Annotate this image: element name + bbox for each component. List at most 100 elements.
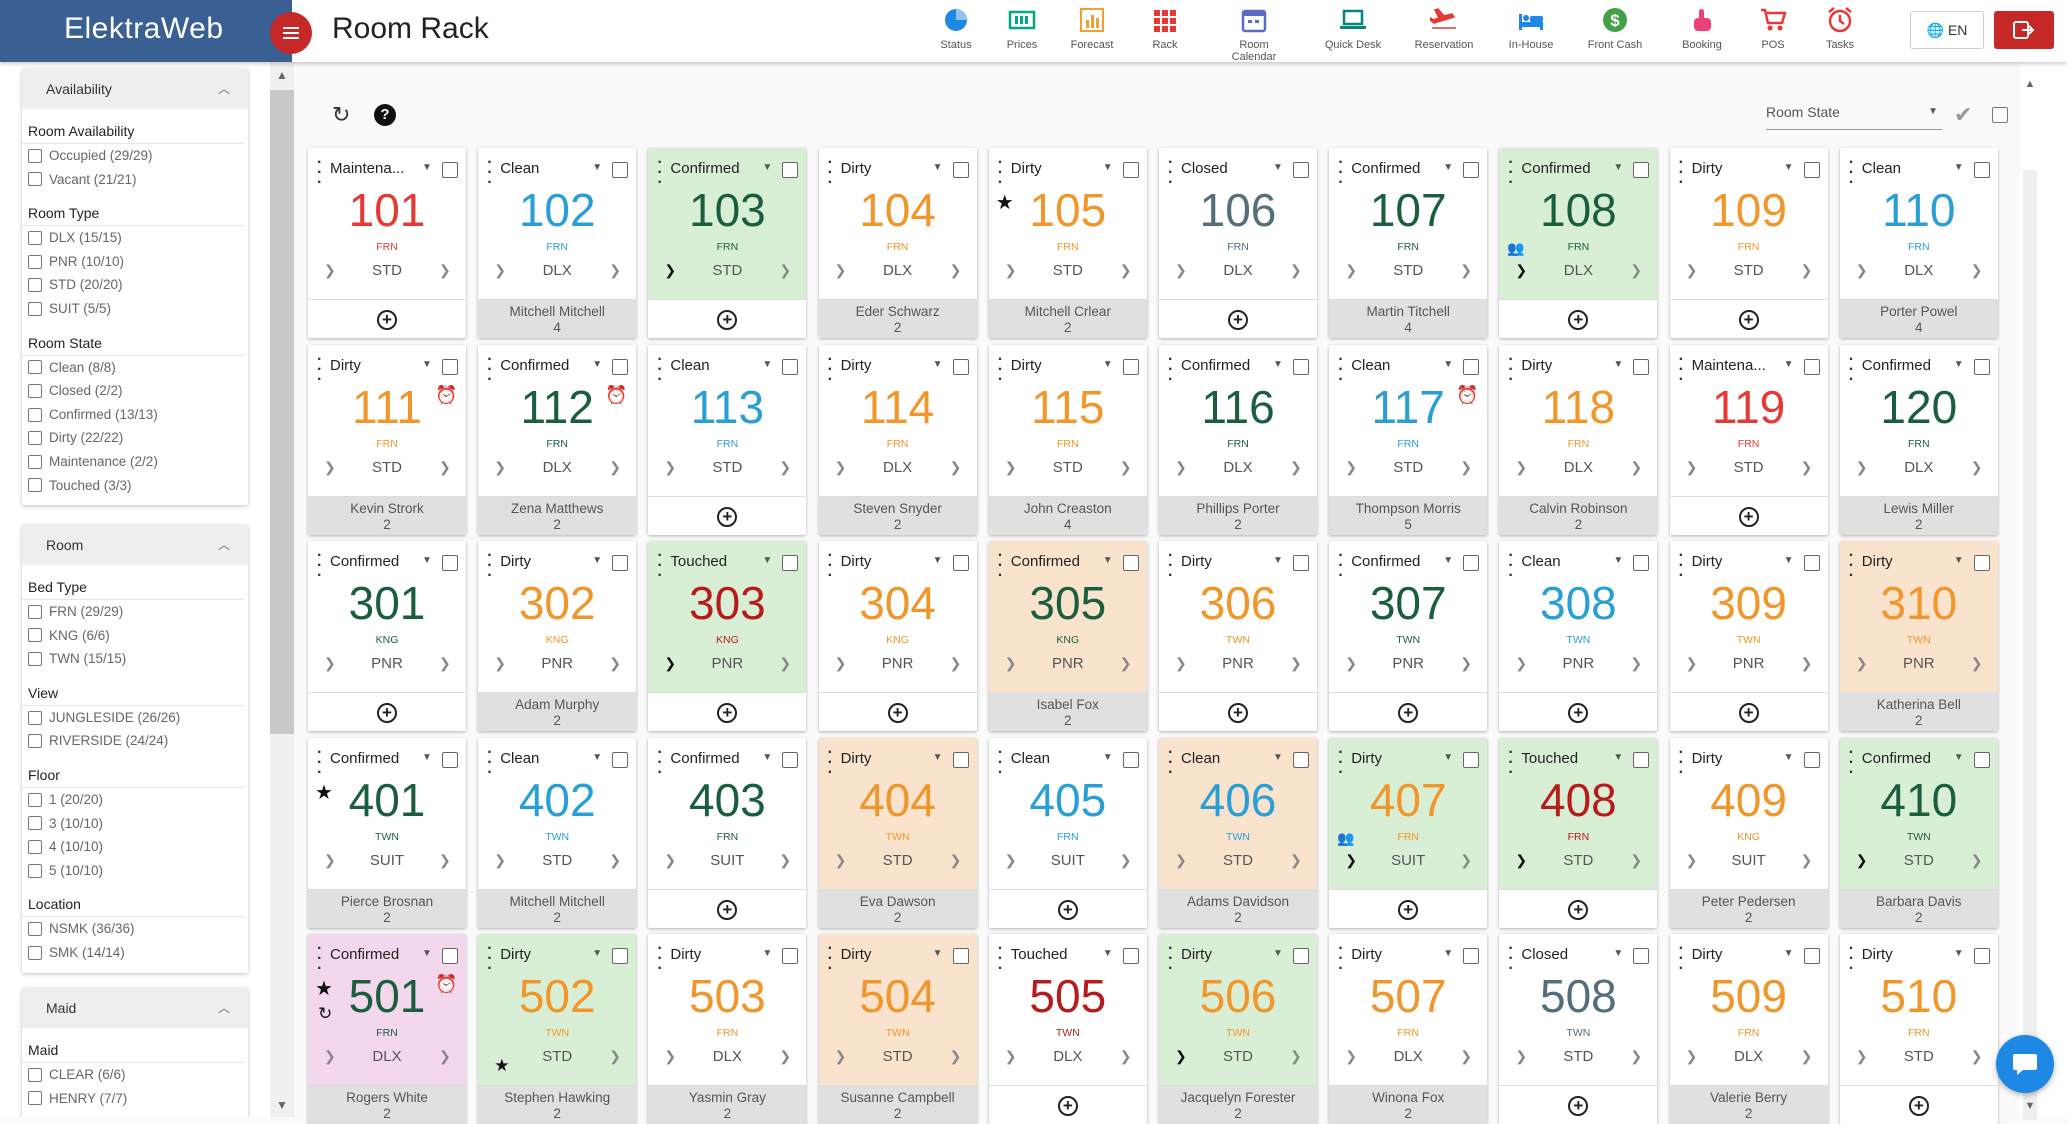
filter-checkbox[interactable] [28,148,42,163]
chevron-left-icon[interactable]: ❯ [834,655,847,671]
chevron-down-icon[interactable]: ▼ [1273,162,1283,173]
room-card[interactable]: · · · Touched ▼ 505 TWN ❯ DLX ❯ + [988,934,1147,1124]
filter-option[interactable]: HENRY (7/7) [22,1087,248,1111]
room-card[interactable]: · · · Dirty ▼ 510 FRN ❯ STD ❯ + [1839,934,1998,1124]
room-card[interactable]: · · · Clean ▼ 402 TWN ❯ STD ❯ Mitchell Mitchell 2 [478,737,637,928]
chevron-right-icon[interactable]: ❯ [779,262,792,278]
room-select-checkbox[interactable] [442,948,458,964]
chevron-right-icon[interactable]: ❯ [1290,458,1302,475]
chevron-left-icon[interactable]: ❯ [1855,655,1868,671]
chevron-left-icon[interactable]: ❯ [834,458,847,475]
chevron-down-icon[interactable]: ▼ [592,751,603,763]
chevron-right-icon[interactable]: ❯ [949,458,962,475]
add-reservation-icon[interactable]: + [1738,506,1759,527]
chevron-down-icon[interactable]: ▼ [932,948,943,959]
room-select-checkbox[interactable] [782,751,799,768]
add-reservation-icon[interactable]: + [1057,1096,1078,1116]
room-select-checkbox[interactable] [1633,555,1650,571]
filter-option[interactable]: KNG (6/6) [22,624,248,648]
filter-checkbox[interactable] [28,301,42,316]
more-options-icon[interactable]: · · · [317,547,323,584]
room-select-checkbox[interactable] [1973,948,1990,964]
chevron-right-icon[interactable]: ❯ [439,262,451,278]
room-card[interactable]: · · · Clean ▼ 405 FRN ❯ SUIT ❯ + [988,737,1147,928]
add-reservation-icon[interactable]: + [377,703,397,723]
chevron-right-icon[interactable]: ❯ [1630,262,1643,278]
guest-info[interactable]: Porter Powel 4 [1839,300,1998,338]
guest-info[interactable]: Eder Schwarz 2 [818,300,977,338]
chevron-right-icon[interactable]: ❯ [1630,655,1643,671]
guest-info[interactable]: Stephen Hawking 2 [478,1086,637,1124]
room-select-checkbox[interactable] [1973,358,1990,375]
room-select-checkbox[interactable] [442,358,458,375]
sidebar-scroll-thumb[interactable] [270,90,294,734]
filter-panel-header[interactable]: Maid ︿ [22,988,248,1028]
guest-info[interactable]: Mitchell Mitchell 4 [478,300,637,338]
chevron-right-icon[interactable]: ❯ [1630,1048,1643,1064]
chevron-down-icon[interactable]: ▼ [1783,555,1794,566]
chevron-down-icon[interactable]: ▼ [1102,358,1113,370]
chevron-left-icon[interactable]: ❯ [664,851,677,868]
chevron-right-icon[interactable]: ❯ [1970,851,1983,868]
chevron-left-icon[interactable]: ❯ [324,458,336,475]
toolbar-tasks-button[interactable]: Tasks [1802,6,1878,51]
room-card[interactable]: · · · Dirty ▼ 407 FRN ❯ SUIT ❯ 👥 + [1329,737,1488,928]
room-card[interactable]: · · · Touched ▼ 408 FRN ❯ STD ❯ + [1499,737,1658,928]
guest-info[interactable]: Rogers White 2 [308,1086,466,1124]
chevron-right-icon[interactable]: ❯ [609,262,621,278]
chevron-right-icon[interactable]: ❯ [1119,262,1132,278]
chevron-left-icon[interactable]: ❯ [1004,655,1017,671]
room-card[interactable]: · · · Clean ▼ 406 TWN ❯ STD ❯ Adams Davidson 2 [1159,737,1317,928]
help-icon[interactable]: ? [374,104,396,126]
more-options-icon[interactable]: · · · [1168,154,1174,191]
chevron-left-icon[interactable]: ❯ [1515,1048,1528,1064]
more-options-icon[interactable]: · · · [1848,547,1855,584]
chevron-left-icon[interactable]: ❯ [1345,262,1357,278]
more-options-icon[interactable]: · · · [1338,547,1344,584]
chevron-down-icon[interactable]: ▼ [1273,555,1283,566]
chevron-down-icon[interactable]: ▼ [762,751,773,763]
chevron-right-icon[interactable]: ❯ [609,458,621,475]
room-select-checkbox[interactable] [782,162,799,178]
chevron-right-icon[interactable]: ❯ [1460,262,1472,278]
room-select-checkbox[interactable] [1633,948,1650,964]
room-card[interactable]: · · · Closed ▼ 508 TWN ❯ STD ❯ + [1499,934,1658,1124]
add-reservation-icon[interactable]: + [1057,899,1078,920]
room-card[interactable]: · · · Dirty ▼ 504 TWN ❯ STD ❯ Susanne Campbell 2 [818,934,977,1124]
chevron-right-icon[interactable]: ❯ [1119,458,1132,475]
filter-checkbox[interactable] [28,922,42,937]
toolbar-reservation-button[interactable]: Reservation [1406,6,1482,51]
chevron-left-icon[interactable]: ❯ [1345,1048,1357,1064]
room-select-checkbox[interactable] [1122,948,1139,964]
chevron-right-icon[interactable]: ❯ [779,1048,792,1064]
more-options-icon[interactable]: · · · [657,154,663,191]
room-card[interactable]: · · · Confirmed ▼ 120 FRN ❯ DLX ❯ Lewis Miller 2 [1839,344,1998,535]
chevron-left-icon[interactable]: ❯ [834,1048,847,1064]
more-options-icon[interactable]: · · · [1168,940,1174,977]
more-options-icon[interactable]: · · · [827,154,833,191]
room-select-checkbox[interactable] [612,358,629,375]
room-select-checkbox[interactable] [612,751,629,768]
filter-checkbox[interactable] [28,172,42,187]
chevron-right-icon[interactable]: ❯ [1119,851,1132,868]
more-options-icon[interactable]: · · · [317,154,323,191]
room-card[interactable]: · · · Confirmed ▼ 301 KNG ❯ PNR ❯ + [308,541,466,731]
filter-option[interactable]: SMK (14/14) [22,941,248,965]
filter-checkbox[interactable] [28,651,42,666]
add-reservation-icon[interactable]: + [1568,899,1589,920]
chevron-left-icon[interactable]: ❯ [1345,458,1357,475]
filter-checkbox[interactable] [28,1067,42,1082]
more-options-icon[interactable]: · · · [317,940,323,977]
room-select-checkbox[interactable] [952,948,969,964]
room-card[interactable]: · · · Dirty ▼ 104 FRN ❯ DLX ❯ Eder Schwarz 2 [818,148,977,338]
toolbar-pos-button[interactable]: POS [1735,6,1811,51]
chevron-right-icon[interactable]: ❯ [439,851,451,868]
room-select-checkbox[interactable] [952,751,969,768]
chevron-down-icon[interactable]: ▼ [422,751,432,763]
guest-info[interactable]: Kevin Strork 2 [308,496,466,535]
more-options-icon[interactable]: · · · [317,350,323,388]
toolbar-quick-desk-button[interactable]: Quick Desk [1315,6,1391,51]
more-options-icon[interactable]: · · · [317,743,323,781]
chevron-left-icon[interactable]: ❯ [494,655,506,671]
chevron-right-icon[interactable]: ❯ [779,655,792,671]
